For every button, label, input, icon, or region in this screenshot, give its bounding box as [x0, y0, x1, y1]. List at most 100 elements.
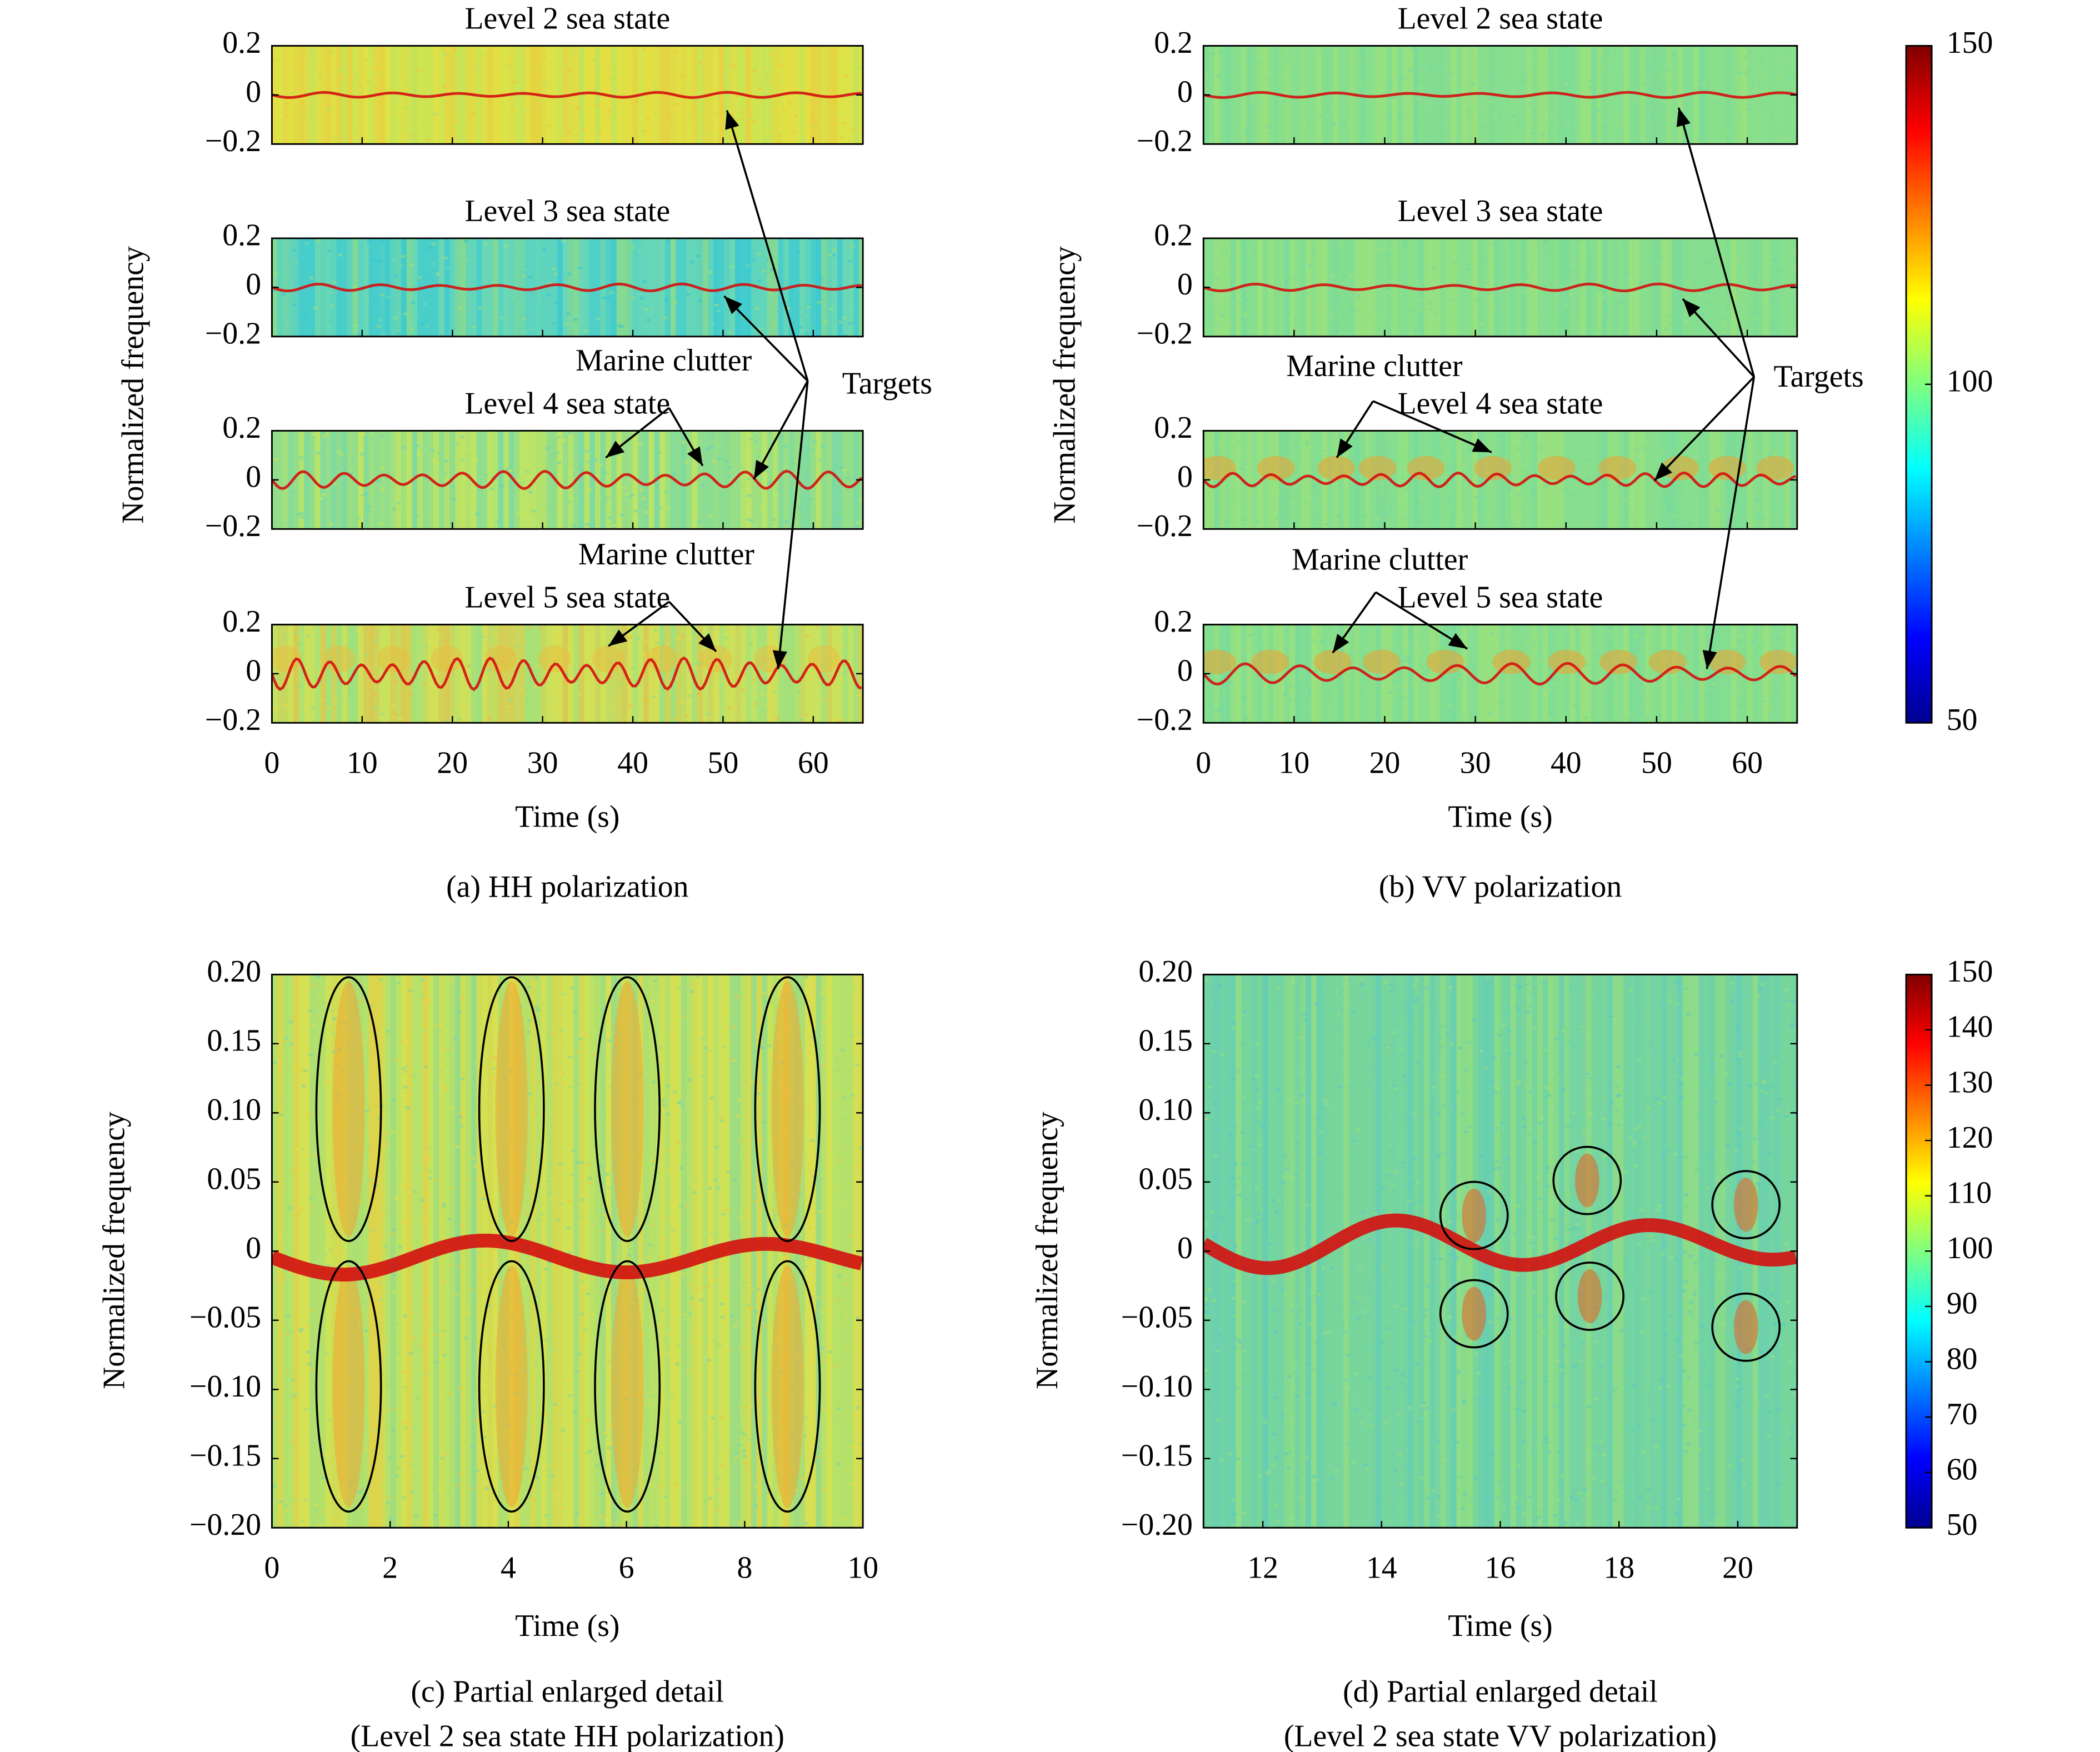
heatmap-stripe [1392, 974, 1398, 1528]
heatmap-noise [1512, 1302, 1517, 1305]
heatmap-noise [1463, 464, 1467, 467]
heatmap-noise [403, 1183, 408, 1187]
heatmap-stripe [487, 46, 493, 144]
colorbar-tick-label: 70 [1947, 1397, 1978, 1431]
heatmap-stripe [1548, 974, 1554, 1528]
heatmap-noise [408, 134, 413, 137]
heatmap-noise [1629, 485, 1634, 489]
heatmap-stripe [1763, 974, 1769, 1528]
heatmap-noise [393, 1519, 397, 1522]
heatmap-noise [1608, 630, 1613, 633]
heatmap-noise [1737, 703, 1741, 706]
heatmap-noise [768, 54, 773, 57]
heatmap-noise [751, 678, 756, 681]
heatmap-noise [579, 1161, 583, 1164]
heatmap-stripe [401, 431, 407, 529]
heatmap-noise [1540, 686, 1545, 689]
highlight-ellipse [478, 1260, 545, 1513]
caption: (d) Partial enlarged detail [1343, 1675, 1658, 1709]
heatmap-noise [1426, 668, 1430, 671]
heatmap-noise [386, 1383, 391, 1386]
heatmap-noise [428, 999, 432, 1002]
heatmap-noise [1510, 526, 1514, 529]
heatmap-noise [1269, 1236, 1274, 1239]
heatmap-noise [709, 1233, 714, 1236]
heatmap-noise [842, 1096, 847, 1099]
heatmap-noise [533, 1361, 538, 1365]
heatmap-stripe [1628, 974, 1634, 1528]
heatmap-blob [807, 645, 840, 673]
heatmap-noise [1670, 1070, 1674, 1073]
heatmap-noise [1453, 1212, 1457, 1215]
heatmap-noise [1220, 1217, 1224, 1220]
heatmap-noise [1315, 1479, 1319, 1482]
heatmap-noise [1568, 301, 1573, 304]
heatmap-noise [428, 246, 432, 249]
heatmap-noise [752, 69, 757, 72]
heatmap-noise [602, 1514, 606, 1517]
heatmap-noise [658, 1324, 663, 1328]
heatmap-noise [1761, 632, 1765, 635]
heatmap-stripe [514, 624, 520, 723]
heatmap-noise [598, 464, 603, 467]
heatmap-noise [1383, 253, 1388, 257]
heatmap-noise [547, 1260, 552, 1264]
heatmap-noise [1517, 493, 1521, 496]
heatmap-noise [1468, 448, 1472, 451]
heatmap-noise [1747, 1421, 1752, 1424]
heatmap-noise [1406, 1465, 1410, 1468]
heatmap-stripe [1241, 624, 1247, 723]
heatmap-noise [577, 1083, 582, 1086]
highlight-circle [1552, 1145, 1622, 1215]
heatmap-noise [1262, 1027, 1266, 1030]
heatmap-noise [1618, 301, 1623, 304]
heatmap-noise [1469, 1497, 1473, 1500]
heatmap-noise [1393, 1469, 1397, 1473]
heatmap-noise [808, 497, 812, 500]
heatmap-noise [326, 68, 330, 72]
heatmap-stripe [1418, 431, 1424, 529]
heatmap-noise [754, 1050, 759, 1054]
heatmap-noise [674, 1483, 678, 1486]
heatmap-stripe [1230, 46, 1236, 144]
heatmap-stripe [552, 238, 558, 337]
heatmap-stripe [1295, 624, 1301, 723]
heatmap-stripe [1656, 974, 1662, 1528]
heatmap-noise [625, 493, 630, 496]
heatmap-noise [701, 484, 705, 487]
heatmap-stripe [1262, 624, 1268, 723]
heatmap-noise [1562, 81, 1566, 84]
heatmap-stripe [718, 431, 724, 529]
heatmap-noise [1416, 98, 1420, 101]
heatmap-noise [1321, 1491, 1326, 1494]
heatmap-noise [1254, 644, 1258, 647]
heatmap-noise [322, 1001, 327, 1004]
heatmap-stripe [438, 624, 444, 723]
annotation: Marine clutter [1286, 349, 1463, 383]
heatmap-stripe [1526, 624, 1532, 723]
heatmap-noise [466, 448, 471, 451]
heatmap-noise [690, 1302, 694, 1305]
heatmap-noise [1208, 1288, 1212, 1291]
heatmap-stripe [746, 238, 752, 337]
heatmap-stripe [724, 46, 730, 144]
heatmap-noise [1525, 273, 1529, 276]
heatmap-noise [1500, 1122, 1504, 1125]
heatmap-noise [571, 1149, 576, 1153]
highlight-circle [1555, 1262, 1625, 1331]
heatmap-noise [1244, 1113, 1249, 1115]
heatmap-stripe [1322, 431, 1328, 529]
heatmap-noise [278, 1113, 283, 1117]
heatmap-noise [1408, 1014, 1413, 1017]
heatmap-noise [1527, 454, 1532, 457]
heatmap-stripe [1591, 238, 1597, 337]
heatmap-noise [821, 445, 826, 449]
heatmap-noise [532, 1380, 537, 1383]
heatmap-stripe [1488, 624, 1494, 723]
heatmap-noise [1221, 689, 1226, 693]
y-tick-label: 0 [1177, 75, 1193, 109]
heatmap-stripe [1516, 431, 1522, 529]
y-tick-label: 0.20 [207, 954, 262, 989]
heatmap-noise [272, 289, 276, 293]
heatmap-noise [1384, 1116, 1388, 1119]
